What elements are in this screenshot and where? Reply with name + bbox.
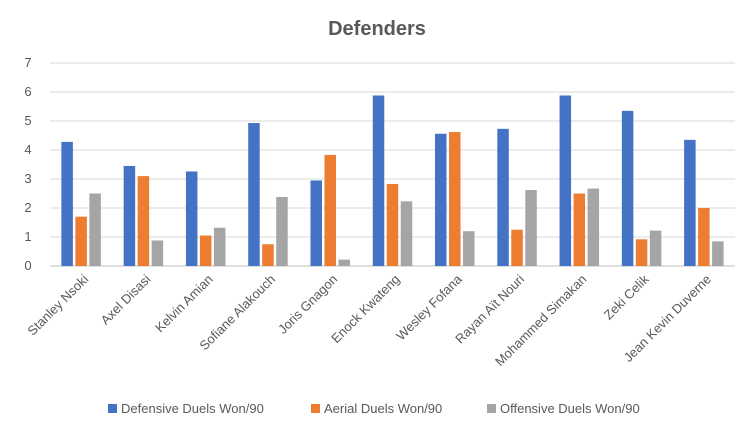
legend-swatch <box>487 404 496 413</box>
bar-offensive-duels-won-90-6 <box>463 231 475 266</box>
bar-aerial-duels-won-90-5 <box>386 183 399 266</box>
bar-defensive-duels-won-90-2 <box>185 171 198 266</box>
y-tick-label: 4 <box>24 142 31 157</box>
y-tick-label: 0 <box>24 258 31 273</box>
y-tick-label: 7 <box>24 55 31 70</box>
bar-aerial-duels-won-90-6 <box>449 132 461 266</box>
bar-aerial-duels-won-90-1 <box>137 176 150 266</box>
bar-aerial-duels-won-90-3 <box>262 244 274 266</box>
legend-label: Aerial Duels Won/90 <box>324 401 442 416</box>
bar-defensive-duels-won-90-6 <box>435 133 447 266</box>
bar-aerial-duels-won-90-9 <box>635 239 648 266</box>
bar-aerial-duels-won-90-0 <box>75 216 87 266</box>
bar-offensive-duels-won-90-4 <box>338 259 350 266</box>
bar-offensive-duels-won-90-5 <box>400 201 413 266</box>
y-tick-label: 1 <box>24 229 31 244</box>
bar-defensive-duels-won-90-1 <box>123 165 136 266</box>
y-tick-label: 2 <box>24 200 31 215</box>
bar-offensive-duels-won-90-2 <box>213 227 226 266</box>
bar-offensive-duels-won-90-0 <box>89 193 101 266</box>
bar-offensive-duels-won-90-7 <box>525 190 537 266</box>
bar-defensive-duels-won-90-7 <box>497 128 509 266</box>
bar-aerial-duels-won-90-10 <box>698 208 710 266</box>
legend-swatch <box>311 404 320 413</box>
bar-defensive-duels-won-90-5 <box>372 95 385 266</box>
bar-defensive-duels-won-90-4 <box>310 180 322 266</box>
bar-defensive-duels-won-90-3 <box>248 123 260 266</box>
bar-offensive-duels-won-90-10 <box>712 241 724 266</box>
bar-offensive-duels-won-90-1 <box>151 240 164 266</box>
legend-swatch <box>108 404 117 413</box>
bar-offensive-duels-won-90-9 <box>649 230 662 266</box>
legend-label: Defensive Duels Won/90 <box>121 401 264 416</box>
bar-offensive-duels-won-90-8 <box>587 188 600 266</box>
bar-offensive-duels-won-90-3 <box>276 196 288 266</box>
legend: Defensive Duels Won/90 Aerial Duels Won/9… <box>108 401 640 416</box>
bar-defensive-duels-won-90-0 <box>61 141 73 266</box>
y-tick-label: 6 <box>24 84 31 99</box>
chart-title: Defenders <box>328 18 426 40</box>
legend-label: Offensive Duels Won/90 <box>500 401 640 416</box>
bar-defensive-duels-won-90-9 <box>621 110 634 266</box>
bar-defensive-duels-won-90-8 <box>559 95 572 266</box>
y-tick-label: 3 <box>24 171 31 186</box>
bar-aerial-duels-won-90-2 <box>199 235 212 266</box>
y-tick-label: 5 <box>24 113 31 128</box>
bar-defensive-duels-won-90-10 <box>684 139 696 266</box>
bar-aerial-duels-won-90-4 <box>324 154 336 266</box>
bar-aerial-duels-won-90-8 <box>573 193 586 266</box>
bar-aerial-duels-won-90-7 <box>511 229 523 266</box>
bars <box>61 95 724 266</box>
